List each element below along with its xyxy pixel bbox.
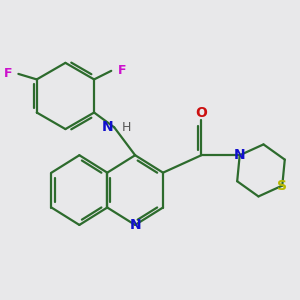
Text: N: N [102, 120, 113, 134]
Text: H: H [122, 121, 131, 134]
Text: O: O [195, 106, 207, 120]
Text: F: F [118, 64, 126, 77]
Text: S: S [277, 178, 287, 193]
Text: N: N [129, 218, 141, 232]
Text: F: F [4, 68, 12, 80]
Text: N: N [234, 148, 245, 162]
